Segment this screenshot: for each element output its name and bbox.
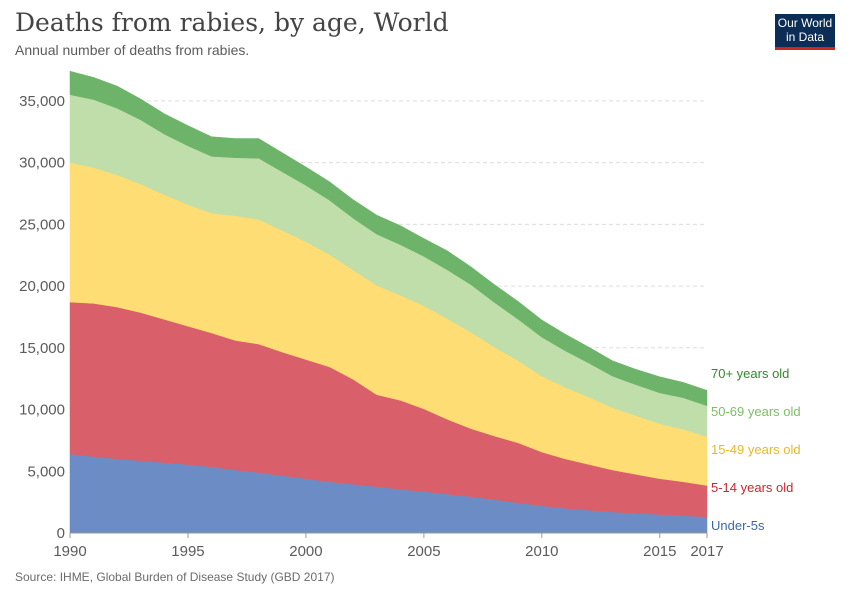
series-label-50-69-years-old: 50-69 years old [711,404,801,419]
y-tick-label-0: 0 [57,525,65,542]
y-tick-label-25000: 25,000 [19,216,65,233]
x-tick-label-1995: 1995 [171,543,204,560]
y-tick-label-20000: 20,000 [19,278,65,295]
y-tick-label-10000: 10,000 [19,402,65,419]
owid-logo[interactable]: Our World in Data [775,14,835,50]
source-note: Source: IHME, Global Burden of Disease S… [15,570,335,584]
x-tick-label-2017: 2017 [690,543,723,560]
y-tick-label-35000: 35,000 [19,93,65,110]
x-tick-label-2000: 2000 [289,543,322,560]
x-tick-label-2005: 2005 [407,543,440,560]
series-label-under-5s: Under-5s [711,518,765,533]
y-tick-label-15000: 15,000 [19,340,65,357]
y-tick-label-5000: 5,000 [27,463,65,480]
series-label-15-49-years-old: 15-49 years old [711,442,801,457]
x-tick-label-2010: 2010 [525,543,558,560]
logo-line-1: Our World [777,16,833,30]
area-70-years-old [69,70,708,407]
chart-subtitle: Annual number of deaths from rabies. [15,42,250,58]
series-label-70-years-old: 70+ years old [711,366,789,381]
series-labels: Under-5s 5-14 years old 15-49 years old 50-… [711,366,801,533]
logo-line-2: in Data [785,30,825,44]
series-label-5-14-years-old: 5-14 years old [711,480,793,495]
axes: 0 5,000 10,000 15,000 20,000 25,000 30,000 35,0… [19,93,724,560]
y-tick-label-30000: 30,000 [19,155,65,172]
chart-title: Deaths from rabies, by age, World [15,8,449,37]
x-tick-label-1990: 1990 [53,543,86,560]
area-series [69,70,708,534]
x-tick-label-2015: 2015 [643,543,676,560]
